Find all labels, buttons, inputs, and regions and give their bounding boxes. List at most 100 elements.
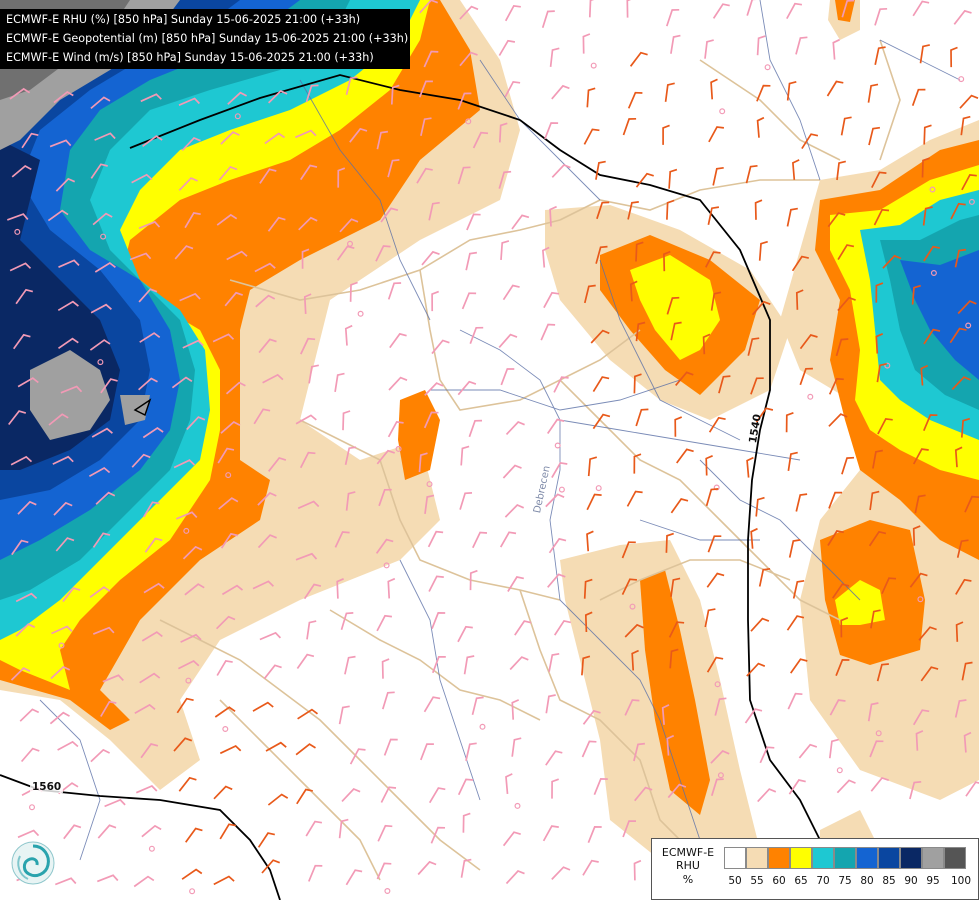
wind-barb xyxy=(841,0,855,18)
wind-barb xyxy=(875,333,884,354)
wind-barb xyxy=(213,785,233,800)
calm-wind-marker xyxy=(97,359,104,366)
legend-swatch xyxy=(768,847,790,869)
wind-barb xyxy=(875,282,884,303)
wind-barb xyxy=(92,532,111,548)
wind-barb xyxy=(212,333,235,343)
wind-barb xyxy=(955,621,964,642)
wind-barb xyxy=(387,159,400,178)
wind-barb xyxy=(869,490,880,511)
legend-field: RHU xyxy=(676,859,700,872)
wind-barb xyxy=(466,213,481,231)
wind-barb xyxy=(593,778,608,796)
wind-barb xyxy=(548,652,560,672)
wind-barb xyxy=(134,703,156,715)
wind-barb xyxy=(799,334,818,350)
wind-barb xyxy=(922,206,933,226)
wind-barb xyxy=(827,212,846,228)
legend-tick: 90 xyxy=(904,875,918,887)
wind-barb xyxy=(58,337,79,350)
wind-barb xyxy=(547,573,566,588)
wind-barb xyxy=(633,373,642,394)
wind-barb xyxy=(828,491,843,509)
legend-tick: 80 xyxy=(860,875,874,887)
wind-barb xyxy=(142,135,163,147)
wind-barb xyxy=(954,446,963,468)
wind-barb xyxy=(755,407,774,423)
legend-swatch xyxy=(834,847,856,869)
wind-barb xyxy=(841,456,855,475)
wind-barb xyxy=(94,132,116,141)
calm-wind-marker xyxy=(514,802,521,809)
wind-barb xyxy=(15,623,36,637)
wind-barb xyxy=(102,674,124,683)
wind-barb xyxy=(799,367,813,386)
wind-barb xyxy=(424,382,444,396)
wind-barb xyxy=(587,456,598,477)
wind-barb xyxy=(873,208,890,226)
wind-barb xyxy=(104,798,126,808)
wind-barb xyxy=(376,130,389,150)
wind-barb xyxy=(17,377,39,388)
calm-wind-marker xyxy=(183,527,190,534)
wind-barb xyxy=(829,699,846,716)
wind-barb xyxy=(549,205,557,227)
wind-barb xyxy=(545,750,563,766)
wind-barb xyxy=(47,209,69,222)
wind-barb xyxy=(460,858,472,878)
wind-barb xyxy=(702,333,711,355)
calm-wind-marker xyxy=(629,603,636,610)
wind-barb xyxy=(62,587,81,603)
wind-barb xyxy=(141,631,163,642)
wind-barb xyxy=(459,492,473,510)
wind-barb xyxy=(428,787,446,804)
calm-wind-marker xyxy=(148,845,155,852)
wind-barb xyxy=(911,284,921,305)
wind-barb xyxy=(870,609,881,629)
wind-barb xyxy=(582,859,599,876)
wind-barb xyxy=(668,168,678,189)
wind-barb xyxy=(828,377,844,395)
wind-barb xyxy=(259,631,282,641)
wind-barb xyxy=(546,418,565,434)
wind-barb xyxy=(581,655,591,676)
calm-wind-marker xyxy=(958,76,965,83)
title-line-rhu: ECMWF-E RHU (%) [850 hPa] Sunday 15-06-2… xyxy=(6,13,361,26)
wind-barb xyxy=(92,626,115,635)
wind-barb xyxy=(91,427,113,438)
wind-barb xyxy=(178,659,200,670)
wind-barb xyxy=(831,583,850,599)
wind-barb xyxy=(262,373,284,384)
wind-barb xyxy=(786,80,797,101)
wind-barb xyxy=(836,160,847,181)
wind-barb xyxy=(663,250,671,272)
wind-barb xyxy=(224,291,243,307)
wind-barb xyxy=(181,868,203,880)
calm-wind-marker xyxy=(764,64,771,71)
wind-barb xyxy=(592,413,611,430)
wind-barb xyxy=(627,201,639,220)
wind-barb xyxy=(381,658,390,679)
wind-barb xyxy=(954,699,967,718)
calm-wind-marker xyxy=(713,484,720,491)
wind-barb xyxy=(432,656,446,674)
wind-barb xyxy=(344,446,357,465)
wind-barb xyxy=(596,201,610,220)
wind-barb xyxy=(511,699,520,720)
wind-barb xyxy=(502,284,520,301)
wind-barb xyxy=(627,91,643,109)
calm-wind-marker xyxy=(875,730,882,737)
wind-barb xyxy=(96,874,119,883)
wind-barb xyxy=(544,122,559,140)
wind-barb xyxy=(874,7,888,26)
calm-wind-marker xyxy=(717,772,724,779)
wind-barb xyxy=(949,327,967,344)
wind-barb xyxy=(471,696,484,716)
legend-tick: 60 xyxy=(772,875,786,887)
wind-barb xyxy=(912,448,929,465)
wind-barb xyxy=(498,333,518,348)
wind-barb xyxy=(750,377,764,395)
wind-barb xyxy=(788,539,801,558)
wind-barb xyxy=(295,414,317,425)
wind-barb xyxy=(675,371,694,386)
